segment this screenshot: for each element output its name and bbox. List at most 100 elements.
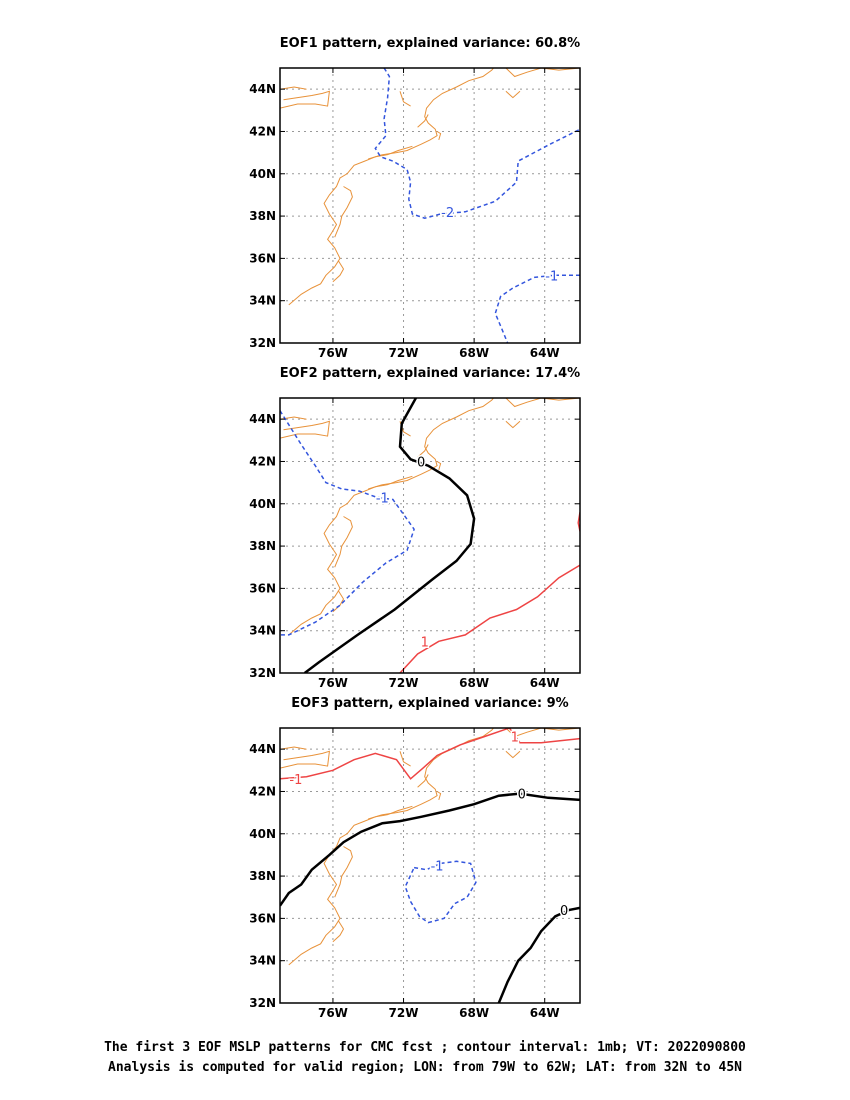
panel-2-title: EOF2 pattern, explained variance: 17.4%: [279, 366, 581, 381]
grid-lines: [280, 68, 580, 344]
contour-label: -1: [289, 773, 302, 788]
coastline: [399, 91, 411, 107]
coastline: [280, 746, 307, 750]
x-tick-label: 72W: [389, 346, 419, 360]
coastlines: [280, 68, 580, 306]
contour-line-0: [497, 906, 580, 1003]
x-tick-label: 68W: [459, 1006, 489, 1020]
contour-label: -1: [545, 269, 558, 284]
contour-line-minus1: [404, 860, 477, 924]
contours: [374, 68, 580, 343]
coastline: [505, 420, 521, 429]
x-tick-label: 64W: [530, 346, 560, 360]
coastline: [368, 68, 494, 160]
contour-line-0: [280, 792, 580, 907]
coastline: [417, 114, 429, 128]
contour-label: -2: [441, 206, 454, 221]
contour-line-minus1: [280, 410, 415, 636]
contour-label: -1: [376, 491, 389, 506]
caption-line-1: The first 3 EOF MSLP patterns for CMC fc…: [104, 1040, 746, 1055]
y-tick-label: 40N: [249, 497, 276, 511]
y-tick-label: 32N: [249, 996, 276, 1010]
coastline: [332, 260, 345, 283]
contour-label: 1: [511, 730, 519, 745]
coastlines: [280, 728, 580, 966]
coastline: [288, 475, 413, 636]
y-tick-label: 42N: [249, 454, 276, 468]
contour-line-1: [399, 564, 580, 673]
y-tick-label: 34N: [249, 624, 276, 638]
x-tick-label: 72W: [389, 676, 419, 690]
eof1-map: -2 -1 76W 72W 68W 64W 32N 34N 36N 38N 40N 42N 44N: [249, 67, 581, 360]
x-tick-label: 76W: [318, 676, 348, 690]
contour-label: -1: [431, 860, 444, 875]
y-tick-label: 36N: [249, 251, 276, 265]
coastline: [334, 846, 353, 898]
panel-1-title: EOF1 pattern, explained variance: 60.8%: [279, 36, 581, 51]
y-tick-label: 42N: [249, 124, 276, 138]
contour-line-0: [303, 398, 476, 673]
y-tick-label: 38N: [249, 539, 276, 553]
coastline: [280, 86, 307, 90]
y-tick-label: 40N: [249, 827, 276, 841]
coastline: [436, 791, 442, 801]
coastline: [436, 131, 442, 141]
coastline: [417, 444, 429, 458]
contour-label: 1: [421, 635, 429, 650]
coastline: [280, 750, 330, 769]
coastline: [332, 920, 345, 943]
y-tick-label: 40N: [249, 167, 276, 181]
contour-label: 0: [417, 455, 425, 470]
coastline: [505, 398, 580, 408]
coastline: [417, 774, 429, 788]
contours: [280, 728, 580, 1003]
contour-label: 0: [560, 904, 568, 919]
coastline: [505, 750, 521, 759]
y-tick-label: 38N: [249, 869, 276, 883]
coastline: [332, 590, 345, 613]
coastline: [334, 516, 353, 568]
coastline: [280, 90, 330, 109]
eof2-map: -1 0 1 76W 72W 68W 64W 32N 34N 36N 38N 40N 42N 44N: [249, 397, 581, 690]
plot-frame: [279, 397, 581, 674]
coastline: [505, 68, 580, 78]
x-tick-label: 64W: [530, 676, 560, 690]
coastline: [288, 805, 413, 966]
coastline: [505, 90, 521, 99]
x-tick-label: 76W: [318, 346, 348, 360]
plot-frame: [279, 727, 581, 1004]
x-tick-label: 68W: [459, 346, 489, 360]
coastline: [280, 420, 330, 439]
caption-line-2: Analysis is computed for valid region; L…: [108, 1060, 742, 1075]
coastline: [368, 398, 494, 490]
y-tick-label: 32N: [249, 666, 276, 680]
coastline: [436, 461, 442, 471]
y-tick-label: 36N: [249, 581, 276, 595]
coastline: [368, 728, 494, 820]
x-tick-label: 76W: [318, 1006, 348, 1020]
y-tick-label: 34N: [249, 954, 276, 968]
grid-lines: [280, 728, 580, 1004]
coastlines: [280, 398, 580, 636]
x-tick-label: 72W: [389, 1006, 419, 1020]
y-tick-label: 44N: [249, 742, 276, 756]
x-tick-label: 64W: [530, 1006, 560, 1020]
x-tick-label: 68W: [459, 676, 489, 690]
eof3-map: -1 1 0 -1 0 76W 72W 68W 64W 32N 34N 36N 38N 40N 42N 44N: [249, 727, 581, 1020]
contour-label: 0: [518, 788, 526, 803]
panel-3-title: EOF3 pattern, explained variance: 9%: [291, 696, 569, 711]
coastline: [505, 728, 580, 738]
coastline: [399, 751, 411, 767]
y-tick-label: 32N: [249, 336, 276, 350]
y-tick-label: 38N: [249, 209, 276, 223]
y-tick-label: 42N: [249, 784, 276, 798]
y-tick-label: 44N: [249, 412, 276, 426]
y-tick-label: 36N: [249, 911, 276, 925]
coastline: [334, 186, 353, 238]
y-tick-label: 44N: [249, 82, 276, 96]
contour-line-minus2: [374, 68, 580, 219]
contour-line-1: [280, 728, 580, 780]
coastline: [288, 145, 413, 306]
y-tick-label: 34N: [249, 294, 276, 308]
plot-frame: [279, 67, 581, 344]
